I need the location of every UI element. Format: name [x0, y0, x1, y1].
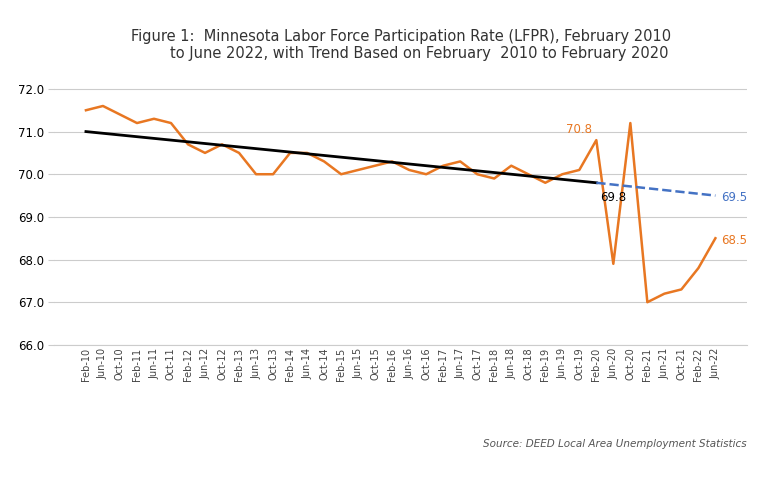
Text: 69.5: 69.5	[721, 191, 747, 204]
Text: 70.8: 70.8	[566, 123, 592, 136]
Text: 69.8: 69.8	[601, 191, 626, 204]
Text: 68.5: 68.5	[721, 234, 747, 247]
Text: Source: DEED Local Area Unemployment Statistics: Source: DEED Local Area Unemployment Sta…	[483, 439, 747, 449]
Title: Figure 1:  Minnesota Labor Force Participation Rate (LFPR), February 2010
      : Figure 1: Minnesota Labor Force Particip…	[131, 29, 671, 61]
